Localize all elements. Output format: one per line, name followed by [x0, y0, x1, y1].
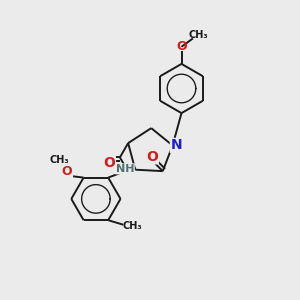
Text: NH: NH: [116, 164, 134, 174]
Text: CH₃: CH₃: [123, 220, 142, 231]
Text: O: O: [176, 40, 187, 53]
Text: N: N: [170, 138, 182, 152]
Text: O: O: [62, 165, 72, 178]
Text: O: O: [103, 156, 115, 170]
Text: O: O: [146, 150, 158, 164]
Text: CH₃: CH₃: [188, 30, 208, 40]
Text: CH₃: CH₃: [50, 155, 69, 166]
